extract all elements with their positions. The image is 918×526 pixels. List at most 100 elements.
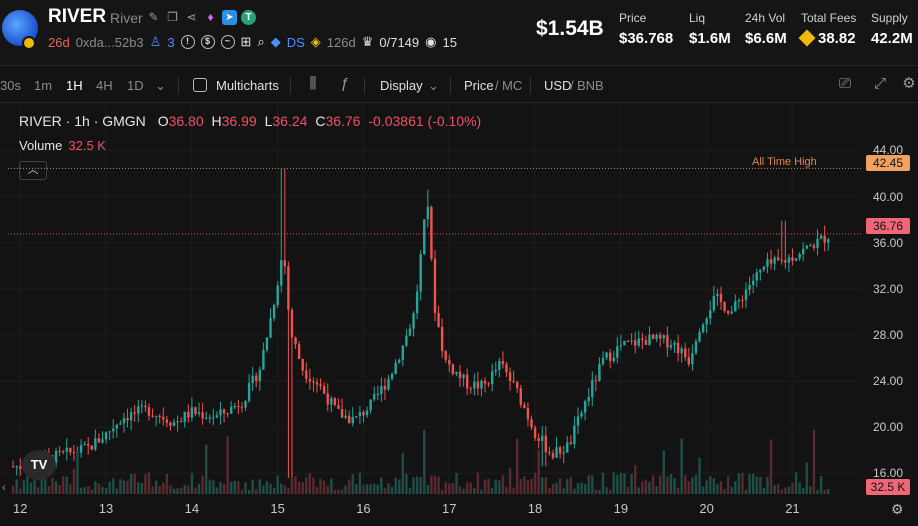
candle-body: [651, 334, 655, 339]
candle-body: [230, 406, 233, 414]
stat-total-fees: Total Fees 38.82: [798, 11, 856, 47]
volume-bar: [26, 472, 29, 494]
volume-bar: [569, 476, 573, 494]
add-icon[interactable]: ⊞: [240, 34, 252, 49]
axis-settings-icon[interactable]: ⚙: [891, 501, 904, 517]
volume-bar: [619, 472, 623, 494]
fullscreen-icon[interactable]: ⤢: [873, 75, 886, 92]
volume-bar: [412, 477, 415, 494]
volume-bar: [673, 478, 676, 494]
candle-body: [691, 353, 694, 365]
candle-body: [244, 400, 247, 408]
bnb-toggle[interactable]: BNB: [577, 78, 604, 93]
display-dropdown-icon[interactable]: ⌄: [428, 78, 439, 93]
legend-o-label: O: [157, 113, 169, 129]
interval-1d[interactable]: 1D: [127, 78, 144, 93]
candle-body: [473, 381, 476, 389]
candle-body: [251, 375, 254, 384]
search-icon[interactable]: ⌕: [257, 34, 265, 49]
volume-bar: [380, 477, 383, 494]
candle-body: [11, 466, 15, 468]
token-meta-row: 26d 0xda...52b3 ♙ 3 ! $ ~ ⊞ ⌕ ◆ DS ◈ 126…: [48, 34, 457, 50]
candle-body: [390, 373, 394, 379]
volume-bar: [240, 489, 244, 494]
candle-body: [458, 371, 462, 378]
mc-toggle[interactable]: MC: [502, 78, 523, 93]
share-icon[interactable]: ⋖: [186, 10, 197, 24]
usd-toggle[interactable]: USD: [544, 78, 572, 93]
candle-body: [626, 340, 630, 342]
toggle-slash: /: [570, 78, 574, 93]
interval-1m[interactable]: 1m: [34, 78, 53, 93]
volume-bar: [701, 486, 705, 494]
volume-bar: [308, 473, 312, 494]
volume-bar: [601, 472, 605, 494]
candle-body: [365, 410, 369, 416]
dexscreener-icon[interactable]: ◆: [270, 34, 281, 49]
x-tick-label: 19: [613, 501, 629, 516]
chart-icon[interactable]: ~: [220, 35, 235, 49]
volume-bar: [162, 482, 165, 494]
candle-body: [104, 432, 108, 440]
candle-body: [809, 245, 812, 247]
volume-bar: [133, 473, 136, 494]
volume-bar: [126, 481, 129, 494]
volume-bar: [433, 475, 437, 494]
x-tick-label: 16: [356, 501, 371, 516]
candles-icon[interactable]: ⫼: [309, 75, 317, 92]
candle-body: [380, 386, 383, 395]
settings-icon[interactable]: ⚙: [902, 75, 916, 92]
contract-address[interactable]: 0xda...52b3: [75, 34, 144, 50]
multicharts-checkbox[interactable]: [193, 78, 207, 92]
ohlc-legend: RIVER · 1h · GMGN O36.80 H36.99 L36.24 C…: [19, 113, 481, 129]
interval-4h[interactable]: 4H: [96, 78, 113, 93]
volume-bar: [633, 465, 637, 494]
camera-icon[interactable]: ⎚: [838, 75, 851, 92]
price-toggle[interactable]: Price: [464, 78, 494, 93]
edit-icon[interactable]: ✎: [148, 10, 159, 24]
candle-body: [58, 450, 61, 452]
volume-bar: [505, 486, 508, 494]
volume-bar: [333, 489, 337, 494]
copy-icon[interactable]: ❐: [167, 10, 178, 24]
volume-bar: [676, 487, 680, 494]
telegram-icon[interactable]: ➤: [222, 10, 237, 25]
candle-body: [305, 370, 308, 379]
volume-bar: [426, 484, 430, 494]
candle-body: [483, 380, 487, 384]
volume-bar: [204, 444, 208, 494]
volume-bar: [408, 487, 412, 494]
scroll-left-icon[interactable]: ‹: [2, 482, 6, 494]
interval-30s[interactable]: 30s: [0, 78, 21, 93]
volume-bar: [294, 476, 297, 494]
volume-bar: [215, 487, 219, 494]
collapse-legend-button[interactable]: ︿: [19, 161, 47, 180]
volume-bar: [587, 475, 590, 494]
eye-icon: ◉: [425, 34, 437, 49]
info-icon[interactable]: !: [180, 35, 195, 49]
candle-body: [133, 412, 136, 414]
volume-bar: [787, 486, 791, 494]
candle-body: [415, 291, 419, 314]
tradingview-logo[interactable]: TV: [22, 450, 56, 480]
volume-bar: [337, 489, 340, 494]
multicharts-label[interactable]: Multicharts: [216, 78, 279, 93]
interval-1h[interactable]: 1H: [66, 78, 83, 93]
volume-bar: [390, 486, 394, 494]
candle-body: [816, 238, 819, 249]
holders-count[interactable]: 3: [167, 34, 175, 50]
volume-bar: [376, 484, 379, 494]
interval-dropdown-icon[interactable]: ⌄: [155, 78, 166, 93]
candle-body: [237, 406, 240, 408]
indicators-icon[interactable]: ƒ: [340, 75, 350, 92]
volume-bar: [709, 476, 712, 494]
display-button[interactable]: Display: [380, 78, 423, 93]
candle-body: [204, 417, 208, 419]
candle-body: [766, 259, 769, 267]
volume-bar: [172, 488, 176, 494]
dollar-icon[interactable]: $: [200, 35, 215, 49]
ds-label[interactable]: DS: [286, 34, 305, 50]
volume-bar: [351, 474, 354, 494]
volume-bar: [437, 476, 440, 494]
